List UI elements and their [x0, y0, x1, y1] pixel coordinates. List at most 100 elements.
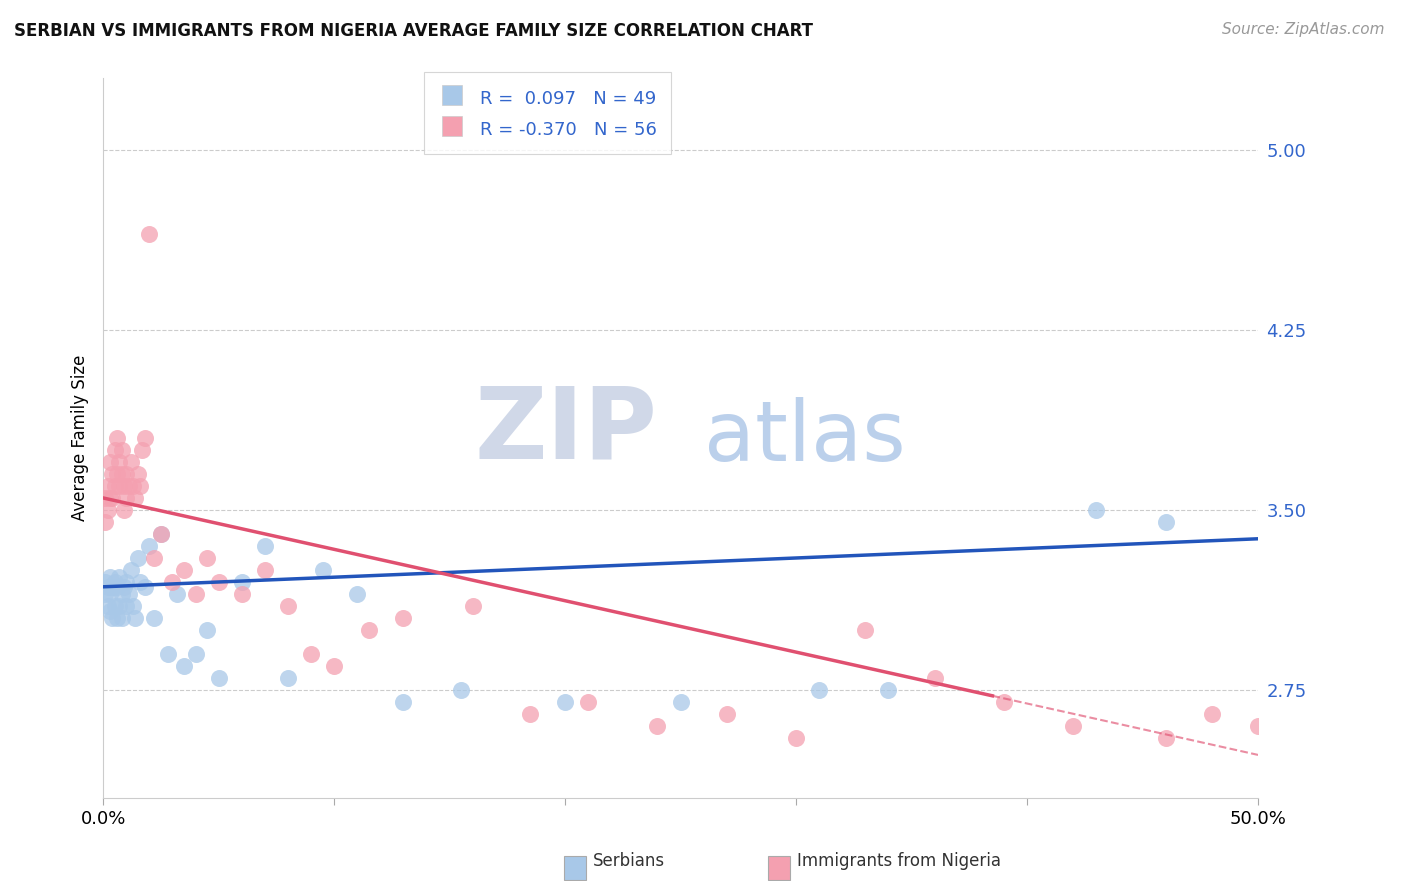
Point — [105, 467, 128, 481]
Point — [97, 599, 120, 613]
Point — [323, 659, 346, 673]
Point — [1062, 719, 1084, 733]
Point — [115, 599, 138, 613]
Point — [101, 611, 124, 625]
Point — [1247, 719, 1270, 733]
Point — [195, 551, 218, 566]
Point — [461, 599, 484, 613]
Point — [173, 659, 195, 673]
Point — [108, 479, 131, 493]
Point — [94, 574, 117, 589]
Point — [392, 695, 415, 709]
Point — [104, 442, 127, 457]
Point — [519, 707, 541, 722]
Point — [108, 455, 131, 469]
Point — [110, 611, 132, 625]
Point — [195, 623, 218, 637]
Point — [173, 563, 195, 577]
Point — [299, 647, 322, 661]
Point — [98, 587, 121, 601]
Point — [104, 599, 127, 613]
Point — [98, 491, 121, 505]
Point — [129, 574, 152, 589]
Point — [554, 695, 576, 709]
Point — [94, 491, 117, 505]
Point — [104, 479, 127, 493]
Point — [94, 515, 117, 529]
Point — [277, 599, 299, 613]
Point — [112, 580, 135, 594]
Point — [127, 551, 149, 566]
Point — [346, 587, 368, 601]
Point — [138, 539, 160, 553]
Point — [115, 467, 138, 481]
Point — [101, 467, 124, 481]
Point — [122, 479, 145, 493]
Point — [924, 671, 946, 685]
Point — [669, 695, 692, 709]
Point — [120, 455, 142, 469]
Text: Serbians: Serbians — [593, 852, 665, 870]
Point — [231, 574, 253, 589]
Point — [166, 587, 188, 601]
Text: Immigrants from Nigeria: Immigrants from Nigeria — [797, 852, 1001, 870]
Point — [115, 574, 138, 589]
Point — [97, 479, 120, 493]
Point — [207, 574, 229, 589]
Point — [110, 587, 132, 601]
Point — [122, 599, 145, 613]
Point — [105, 431, 128, 445]
Point — [253, 539, 276, 553]
Point — [110, 467, 132, 481]
Text: Source: ZipAtlas.com: Source: ZipAtlas.com — [1222, 22, 1385, 37]
Point — [98, 604, 121, 618]
Point — [1201, 707, 1223, 722]
Point — [112, 479, 135, 493]
Point — [98, 570, 121, 584]
Y-axis label: Average Family Size: Average Family Size — [72, 355, 89, 521]
Point — [1154, 731, 1177, 745]
Point — [124, 611, 146, 625]
Point — [98, 455, 121, 469]
Point — [94, 587, 117, 601]
Point — [311, 563, 333, 577]
Point — [576, 695, 599, 709]
Point — [101, 491, 124, 505]
Point — [392, 611, 415, 625]
Point — [108, 570, 131, 584]
Point — [104, 574, 127, 589]
Point — [127, 467, 149, 481]
Point — [156, 647, 179, 661]
Point — [142, 551, 165, 566]
Point — [149, 527, 172, 541]
Point — [108, 599, 131, 613]
Point — [231, 587, 253, 601]
Point — [138, 227, 160, 241]
Point — [450, 683, 472, 698]
Point — [853, 623, 876, 637]
Point — [117, 479, 139, 493]
Point — [101, 580, 124, 594]
Point — [207, 671, 229, 685]
Text: ZIP: ZIP — [475, 382, 658, 479]
Point — [149, 527, 172, 541]
Point — [115, 491, 138, 505]
Point — [877, 683, 900, 698]
Point — [110, 442, 132, 457]
Point — [142, 611, 165, 625]
Point — [134, 431, 156, 445]
Point — [993, 695, 1015, 709]
Point — [105, 611, 128, 625]
Point — [647, 719, 669, 733]
Point — [97, 503, 120, 517]
Point — [105, 580, 128, 594]
Text: SERBIAN VS IMMIGRANTS FROM NIGERIA AVERAGE FAMILY SIZE CORRELATION CHART: SERBIAN VS IMMIGRANTS FROM NIGERIA AVERA… — [14, 22, 813, 40]
Point — [277, 671, 299, 685]
Point — [1154, 515, 1177, 529]
Legend: R =  0.097   N = 49, R = -0.370   N = 56: R = 0.097 N = 49, R = -0.370 N = 56 — [425, 72, 672, 154]
Point — [357, 623, 380, 637]
Point — [253, 563, 276, 577]
Point — [184, 587, 207, 601]
Point — [117, 587, 139, 601]
Point — [134, 580, 156, 594]
